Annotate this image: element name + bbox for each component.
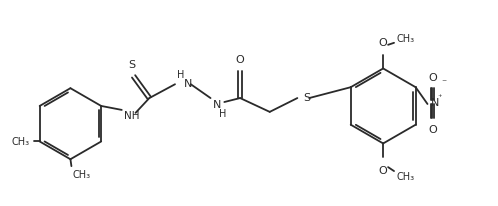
Text: S: S [128,60,135,70]
Text: O: O [379,37,387,48]
Text: CH₃: CH₃ [397,34,415,44]
Text: CH₃: CH₃ [72,169,91,179]
Text: ⁻: ⁻ [441,78,446,88]
Text: O: O [428,124,437,134]
Text: N: N [184,79,192,89]
Text: N: N [430,97,439,108]
Text: O: O [379,165,387,175]
Text: H: H [177,70,184,80]
Text: O: O [236,54,245,64]
Text: CH₃: CH₃ [11,137,30,147]
Text: H: H [220,108,227,118]
Text: S: S [303,93,310,103]
Text: O: O [428,73,437,83]
Text: ⁺: ⁺ [437,92,442,101]
Text: N: N [213,99,221,109]
Text: CH₃: CH₃ [397,171,415,181]
Text: NH: NH [124,110,139,120]
